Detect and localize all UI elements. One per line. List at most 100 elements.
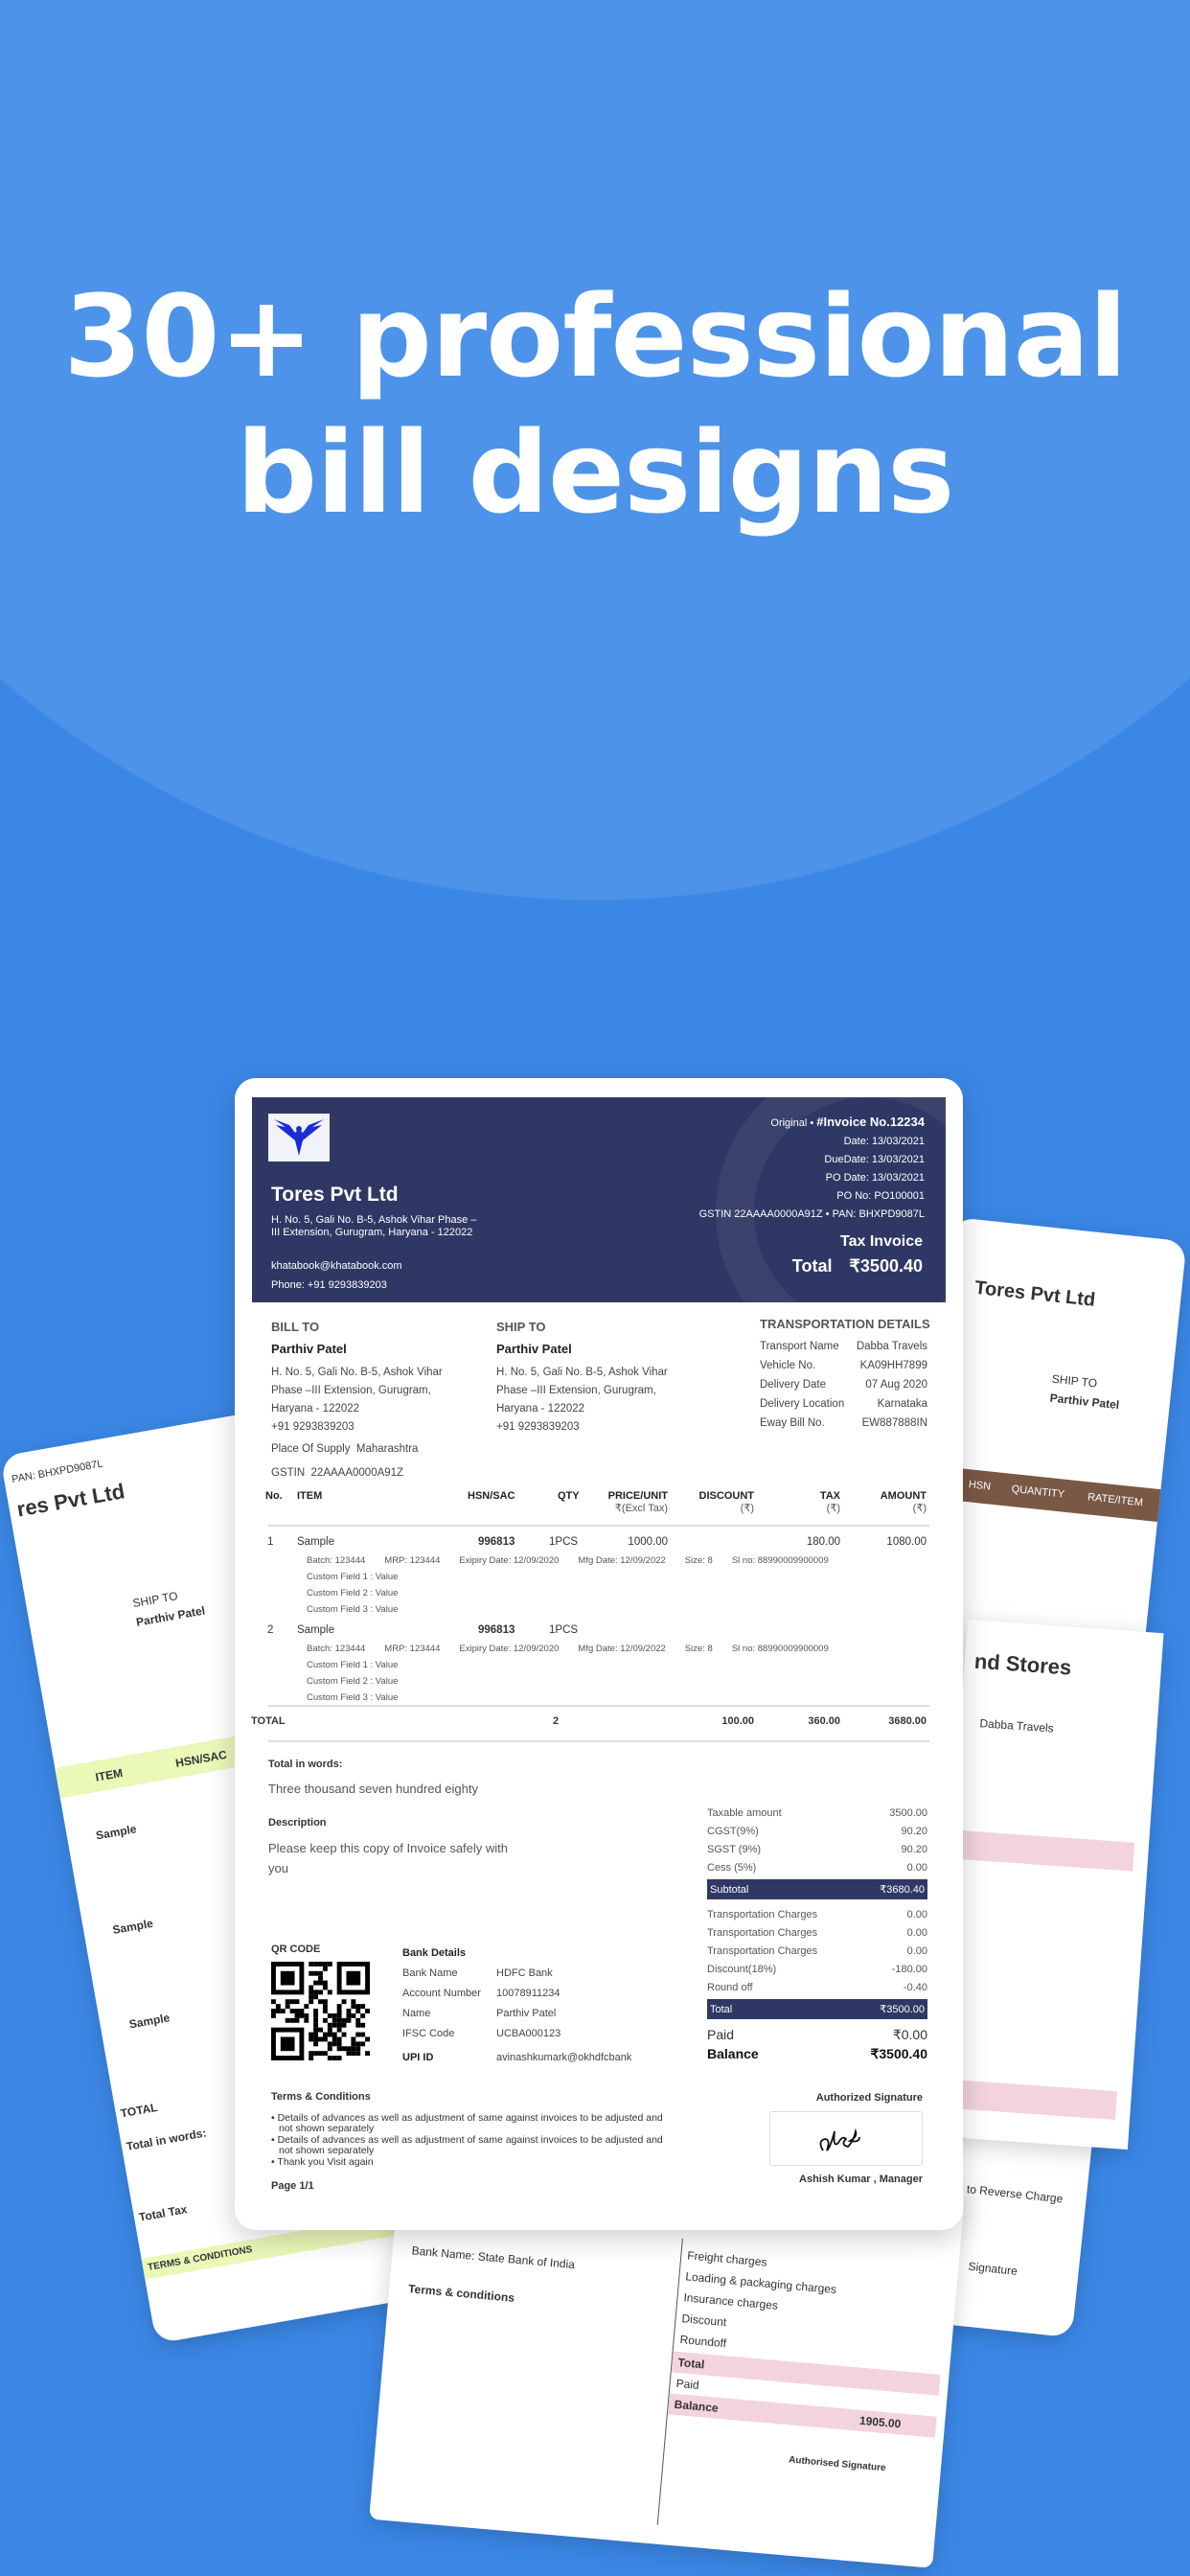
- description-text: Please keep this copy of Invoice safely …: [268, 1841, 509, 1875]
- transport-title: TRANSPORTATION DETAILS: [760, 1317, 930, 1331]
- bank-title: Bank Details: [402, 1947, 467, 1959]
- summary-label: Paid: [707, 2027, 735, 2042]
- item-no: 1: [267, 1536, 274, 1548]
- bg-text: Parthiv Patel: [1049, 1391, 1120, 1413]
- item-custom-field: Custom Field 3 : Value: [307, 1604, 399, 1615]
- address-line: Phase –III Extension, Gurugram,: [496, 1385, 656, 1396]
- transport-row: Transport Name Dabba Travels: [760, 1337, 927, 1356]
- bill-to-name: Parthiv Patel: [271, 1342, 347, 1356]
- col-unit: (₹): [826, 1503, 840, 1514]
- copy-label: Original •: [770, 1117, 814, 1129]
- item-custom-field: Custom Field 1 : Value: [307, 1660, 399, 1670]
- transport-value: Karnataka: [877, 1398, 927, 1410]
- bg-text: Sample: [127, 2011, 172, 2032]
- bank-row: Bank Name HDFC Bank: [402, 1964, 631, 1984]
- col-price: PRICE/UNIT ₹(Excl Tax): [601, 1490, 668, 1514]
- transport-value: 07 Aug 2020: [865, 1379, 927, 1391]
- item-name: Sample: [297, 1624, 334, 1636]
- item-batch: Batch: 123444: [307, 1555, 366, 1566]
- totals-discount: 100.00: [721, 1715, 754, 1727]
- col-item: ITEM: [297, 1490, 323, 1502]
- summary-value: 0.00: [906, 1908, 927, 1920]
- transport-value: KA09HH7899: [859, 1360, 927, 1371]
- bank-key: IFSC Code: [402, 2028, 455, 2039]
- summary-label: Transportation Charges: [707, 1908, 818, 1920]
- bg-text: Bank Name: State Bank of India: [411, 2243, 576, 2272]
- bg-text: res Pvt Ltd: [14, 1479, 127, 1522]
- bg-text: Dabba Travels: [978, 1716, 1055, 1736]
- summary-row: Transportation Charges 0.00: [707, 1923, 927, 1942]
- bank-value: UCBA000123: [496, 2028, 561, 2039]
- terms-item: Thank you Visit again: [271, 2156, 674, 2169]
- transport-key: Delivery Date: [760, 1379, 827, 1391]
- summary-value: 0.00: [906, 1861, 927, 1874]
- transport-row: Vehicle No. KA09HH7899: [760, 1356, 927, 1375]
- eagle-logo-icon: [268, 1114, 330, 1162]
- transport-key: Eway Bill No.: [760, 1417, 825, 1429]
- summary-value: ₹3680.40: [880, 1884, 925, 1896]
- bank-row: Account Number 10078911234: [402, 1984, 631, 2004]
- item-meta: Batch: 123444 MRP: 123444 Exipiry Date: 12…: [307, 1641, 848, 1706]
- bg-text: to Reverse Charge: [966, 2182, 1064, 2206]
- summary-value: ₹3500.40: [870, 2045, 927, 2061]
- pos-value: Maharashtra: [355, 1443, 419, 1455]
- summary-label: Discount(18%): [707, 1963, 777, 1975]
- bg-text: nd Stores: [973, 1648, 1073, 1680]
- item-expiry: Exipiry Date: 12/09/2020: [459, 1644, 560, 1654]
- total-label: Total: [791, 1256, 833, 1276]
- summary-table: Taxable amount 3500.00 CGST(9%) 90.20 SGST (…: [707, 1804, 927, 2063]
- summary-label: SGST (9%): [707, 1843, 762, 1855]
- summary-row: Paid ₹0.00: [707, 2025, 927, 2044]
- bank-value: Parthiv Patel: [496, 2008, 557, 2019]
- col-unit: (₹): [912, 1503, 927, 1514]
- summary-row: Discount(18%) -180.00: [707, 1960, 927, 1978]
- bg-text: SHIP TO: [1051, 1371, 1098, 1391]
- summary-label: CGST(9%): [707, 1825, 759, 1837]
- bg-text: Sample: [111, 1916, 154, 1937]
- summary-value: ₹3500.00: [880, 2004, 925, 2015]
- bank-key: Account Number: [402, 1988, 481, 1999]
- bank-row: Name Parthiv Patel: [402, 2004, 631, 2024]
- item-custom-field: Custom Field 2 : Value: [307, 1676, 399, 1687]
- bg-text: Authorised Signature: [788, 2454, 886, 2474]
- item-serial: Sl no: 88990009900009: [731, 1644, 829, 1654]
- ship-to: SHIP TO Parthiv Patel H. No. 5, Gali No.…: [496, 1318, 698, 1437]
- bank-row: IFSC Code UCBA000123: [402, 2024, 631, 2044]
- bank-key: Name: [402, 2008, 431, 2019]
- invoice-date: Date: 13/03/2021: [843, 1136, 925, 1147]
- summary-row: CGST(9%) 90.20: [707, 1822, 927, 1840]
- item-meta: Batch: 123444 MRP: 123444 Exipiry Date: 12…: [307, 1552, 848, 1618]
- ship-to-title: SHIP TO: [496, 1320, 546, 1334]
- summary-row: Subtotal ₹3680.40: [707, 1879, 927, 1899]
- item-name: Sample: [297, 1536, 334, 1548]
- item-batch: Batch: 123444: [307, 1644, 366, 1654]
- bg-text: Discount: [681, 2312, 727, 2330]
- item-hsn: 996813: [478, 1536, 515, 1548]
- page-number: Page 1/1: [271, 2180, 314, 2192]
- totals-amount: 3680.00: [888, 1715, 927, 1727]
- headline-line-1: 30+ professional: [63, 270, 1127, 402]
- item-hsn: 996813: [478, 1624, 515, 1636]
- totals-qty: 2: [553, 1715, 560, 1727]
- gstin-pan: GSTIN 22AAAA0000A91Z • PAN: BHXPD9087L: [698, 1208, 925, 1220]
- company-phone: Phone: +91 9293839203: [271, 1279, 387, 1291]
- bg-text: Roundoff: [679, 2333, 727, 2351]
- document-type: Tax Invoice: [840, 1233, 923, 1250]
- invoice-card[interactable]: Tores Pvt Ltd H. No. 5, Gali No. B-5, As…: [235, 1078, 963, 2230]
- summary-row: Total ₹3500.00: [707, 1999, 927, 2019]
- summary-label: Transportation Charges: [707, 1926, 818, 1939]
- summary-value: 3500.00: [889, 1806, 927, 1819]
- summary-label: Balance: [707, 2046, 759, 2061]
- bank-details: Bank Details Bank Name HDFC Bank Account N…: [402, 1944, 631, 2068]
- summary-label: Cess (5%): [707, 1861, 757, 1874]
- item-qty: 1PCS: [549, 1624, 579, 1636]
- summary-value: 90.20: [901, 1825, 927, 1837]
- qr-code-icon[interactable]: [271, 1962, 370, 2063]
- item-mrp: MRP: 123444: [384, 1555, 441, 1566]
- col-unit: (₹): [740, 1503, 754, 1514]
- bg-text: Insurance charges: [682, 2290, 779, 2312]
- summary-label: Total: [710, 2003, 733, 2015]
- summary-row: Balance ₹3500.40: [707, 2044, 927, 2063]
- po-number: PO No: PO100001: [836, 1190, 925, 1202]
- bank-value: HDFC Bank: [496, 1967, 553, 1979]
